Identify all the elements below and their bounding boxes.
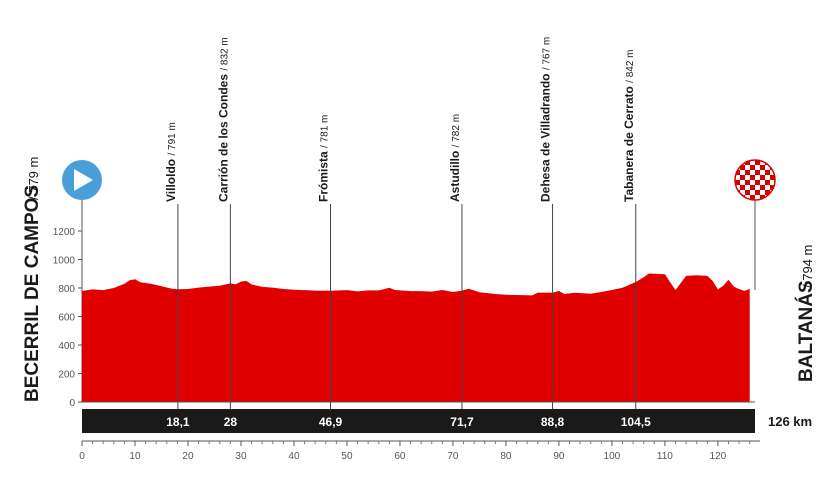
distance-band [82, 409, 755, 433]
x-tick-label: 60 [394, 451, 406, 462]
x-tick-label: 90 [553, 451, 565, 462]
waypoint-km-label: 104,5 [621, 415, 651, 429]
waypoint-group: Villoldo / 791 m Carrión de los Condes / … [164, 37, 637, 409]
waypoint-label: Dehesa de Villadrando / 767 m [539, 37, 553, 202]
waypoint-label: Astudillo / 782 m [448, 114, 462, 202]
x-tick-label: 120 [710, 451, 727, 462]
total-distance-label: 126 km [768, 414, 812, 429]
waypoint-label: Tabanera de Cerrato / 842 m [622, 49, 636, 202]
waypoint-km-label: 18,1 [166, 415, 190, 429]
x-tick-label: 10 [129, 451, 141, 462]
start-altitude: / 779 m [26, 157, 41, 200]
x-tick-label: 30 [235, 451, 247, 462]
band-label-group: 18,1 28 46,9 71,7 88,8 104,5 [166, 415, 651, 429]
x-tick-label: 110 [657, 451, 673, 462]
y-tick-label: 600 [58, 313, 75, 324]
finish-name: BALTANÁS [795, 280, 817, 382]
x-tick-label: 50 [341, 451, 353, 462]
waypoint-km-label: 46,9 [319, 415, 343, 429]
waypoint-km-label: 88,8 [541, 415, 565, 429]
x-tick-label: 0 [79, 451, 85, 462]
y-tick-label: 1200 [53, 227, 76, 238]
checkered-flag-icon [734, 159, 776, 201]
waypoint-label: Frómista / 781 m [317, 115, 331, 202]
elevation-profile-area [82, 273, 750, 402]
finish-altitude: / 794 m [800, 245, 815, 288]
waypoint-label: Carrión de los Condes / 832 m [216, 37, 230, 202]
y-tick-label: 200 [58, 370, 75, 381]
waypoint-km-label: 28 [224, 415, 238, 429]
y-tick-label: 400 [58, 341, 75, 352]
x-tick-label: 100 [604, 451, 621, 462]
y-tick-label: 0 [69, 398, 75, 409]
y-tick-label: 1000 [53, 256, 76, 267]
waypoint-km-label: 71,7 [450, 415, 474, 429]
start-name: BECERRIL DE CAMPOS [22, 185, 43, 402]
y-tick-group: 0 200 400 600 800 1000 1200 [53, 227, 82, 409]
waypoint-label: Villoldo / 791 m [164, 122, 178, 202]
play-circle-icon [62, 160, 102, 200]
x-tick-label: 80 [500, 451, 512, 462]
x-tick-label: 40 [288, 451, 300, 462]
x-tick-label: 70 [447, 451, 459, 462]
x-tick-group: 0 10 20 30 40 50 60 70 80 90 100 110 120 [79, 441, 751, 462]
y-tick-label: 800 [58, 284, 75, 295]
x-tick-label: 20 [182, 451, 194, 462]
